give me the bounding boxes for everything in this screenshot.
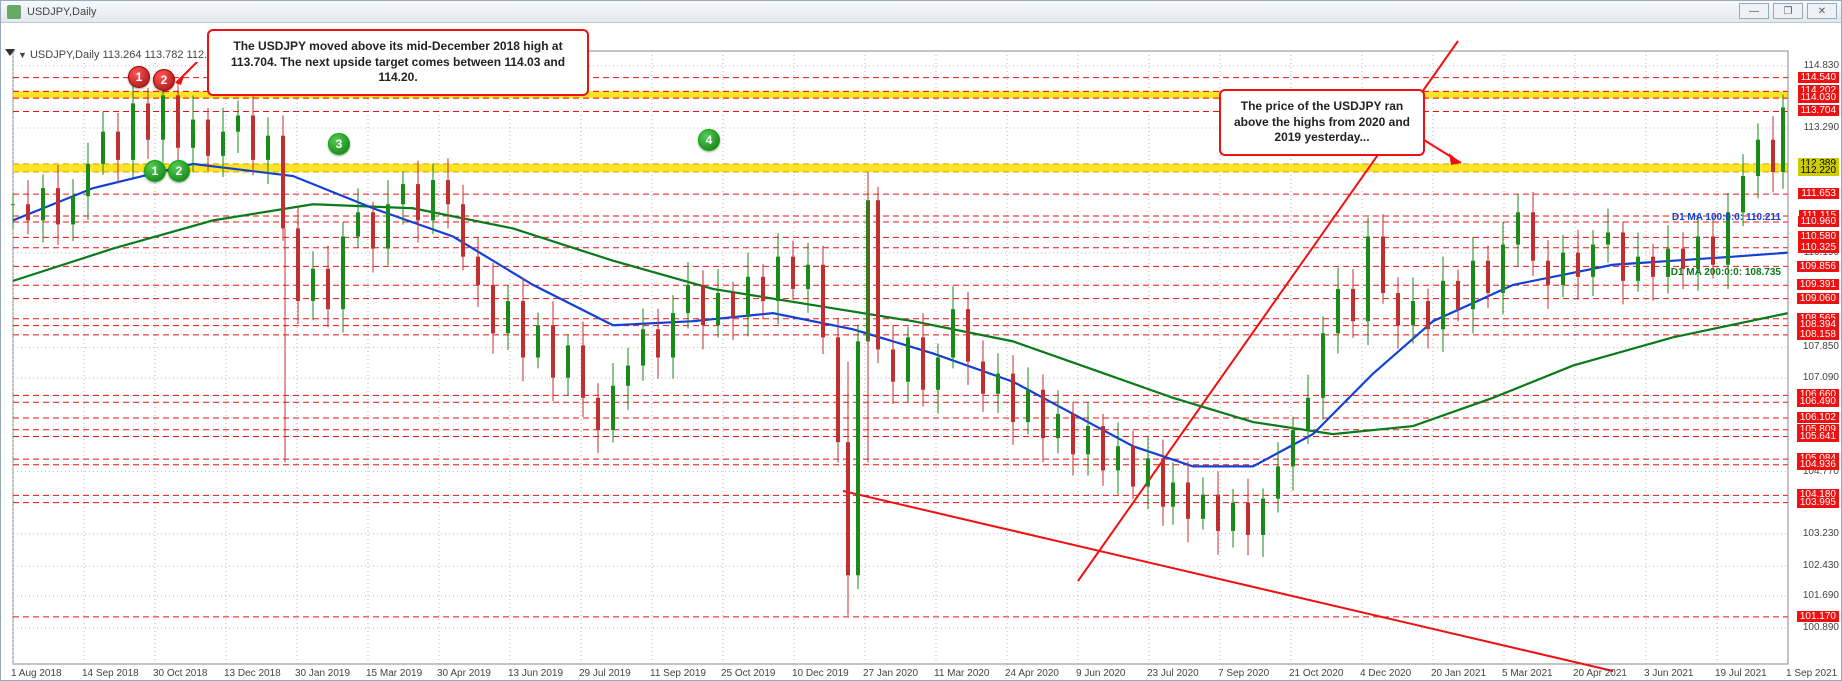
x-tick-label: 15 Mar 2019 [366, 668, 422, 679]
x-tick-label: 11 Sep 2019 [650, 668, 706, 679]
minimize-button[interactable]: — [1739, 3, 1769, 19]
price-level-label: 113.704 [1798, 105, 1839, 116]
x-tick-label: 29 Jul 2019 [579, 668, 631, 679]
x-tick-label: 20 Apr 2021 [1573, 668, 1627, 679]
close-button[interactable]: ✕ [1807, 3, 1837, 19]
marker-green-3: 3 [328, 133, 350, 155]
x-tick-label: 11 Mar 2020 [934, 668, 989, 679]
y-tick-label: 101.690 [1803, 590, 1839, 601]
annotation-2: The price of the USDJPY ran above the hi… [1219, 89, 1425, 156]
price-level-label: 108.158 [1797, 329, 1839, 340]
dropdown-icon[interactable] [5, 49, 15, 56]
marker-green-4: 4 [698, 129, 720, 151]
price-level-label: 114.540 [1798, 72, 1839, 83]
chart-window: USDJPY,Daily — ❐ ✕ ▼ USDJPY,Daily 113.26… [0, 0, 1842, 681]
price-level-label: 112.220 [1798, 165, 1839, 176]
y-tick-label: 113.290 [1804, 122, 1839, 133]
x-tick-label: 24 Apr 2020 [1005, 668, 1059, 679]
x-tick-label: 30 Jan 2019 [295, 668, 350, 679]
marker-red-1: 1 [128, 66, 150, 88]
y-tick-label: 107.090 [1803, 372, 1839, 383]
price-level-label: 109.060 [1797, 293, 1839, 304]
window-title: USDJPY,Daily [27, 6, 97, 18]
price-level-label: 106.490 [1797, 396, 1839, 407]
y-tick-label: 103.230 [1803, 528, 1839, 539]
price-level-label: 111.653 [1798, 188, 1839, 199]
x-tick-label: 9 Jun 2020 [1076, 668, 1126, 679]
x-tick-label: 13 Dec 2018 [224, 668, 281, 679]
x-tick-label: 4 Dec 2020 [1360, 668, 1411, 679]
marker-green-2: 2 [168, 160, 190, 182]
chart-canvas [1, 23, 1842, 681]
app-icon [7, 5, 21, 19]
x-tick-label: 5 Mar 2021 [1502, 668, 1553, 679]
x-tick-label: 30 Oct 2018 [153, 668, 207, 679]
y-tick-label: 102.430 [1803, 560, 1839, 571]
marker-red-2: 2 [153, 69, 175, 91]
price-level-label: 106.102 [1797, 412, 1839, 423]
price-level-label: 109.856 [1797, 261, 1839, 272]
x-tick-label: 27 Jan 2020 [863, 668, 918, 679]
x-tick-label: 3 Jun 2021 [1644, 668, 1694, 679]
price-level-label: 110.960 [1798, 216, 1839, 227]
price-level-label: 103.995 [1797, 497, 1839, 508]
price-level-label: 104.936 [1797, 459, 1839, 470]
annotation-1: The USDJPY moved above its mid-December … [207, 29, 589, 96]
y-tick-label: 100.890 [1803, 622, 1839, 633]
ma200-label: D1 MA 200:0:0: 108.735 [1669, 267, 1783, 278]
price-level-label: 105.641 [1797, 431, 1839, 442]
x-tick-label: 13 Jun 2019 [508, 668, 563, 679]
x-axis-labels: 1 Aug 2018 14 Sep 2018 30 Oct 2018 13 Dec 2… [1, 664, 1787, 680]
x-tick-label: 25 Oct 2019 [721, 668, 775, 679]
maximize-button[interactable]: ❐ [1773, 3, 1803, 19]
x-tick-label: 30 Apr 2019 [437, 668, 491, 679]
price-level-label: 114.030 [1798, 92, 1839, 103]
price-level-label: 109.391 [1797, 279, 1839, 290]
chart-area[interactable]: ▼ USDJPY,Daily 113.264 113.782 112.996 1… [1, 23, 1841, 680]
y-tick-label: 114.830 [1804, 60, 1839, 71]
x-tick-label: 14 Sep 2018 [82, 668, 139, 679]
marker-green-1: 1 [144, 160, 166, 182]
x-tick-label: 1 Sep 2021 [1786, 668, 1837, 679]
x-tick-label: 19 Jul 2021 [1715, 668, 1767, 679]
x-tick-label: 23 Jul 2020 [1147, 668, 1199, 679]
price-level-label: 110.325 [1798, 242, 1839, 253]
x-tick-label: 1 Aug 2018 [11, 668, 62, 679]
x-tick-label: 7 Sep 2020 [1218, 668, 1269, 679]
y-tick-label: 107.850 [1803, 341, 1839, 352]
x-tick-label: 10 Dec 2019 [792, 668, 849, 679]
x-tick-label: 21 Oct 2020 [1289, 668, 1343, 679]
ma100-label: D1 MA 100:0:0: 110.211 [1670, 212, 1783, 223]
price-level-label: 101.170 [1797, 611, 1839, 622]
window-titlebar[interactable]: USDJPY,Daily — ❐ ✕ [1, 1, 1841, 23]
x-tick-label: 20 Jan 2021 [1431, 668, 1486, 679]
